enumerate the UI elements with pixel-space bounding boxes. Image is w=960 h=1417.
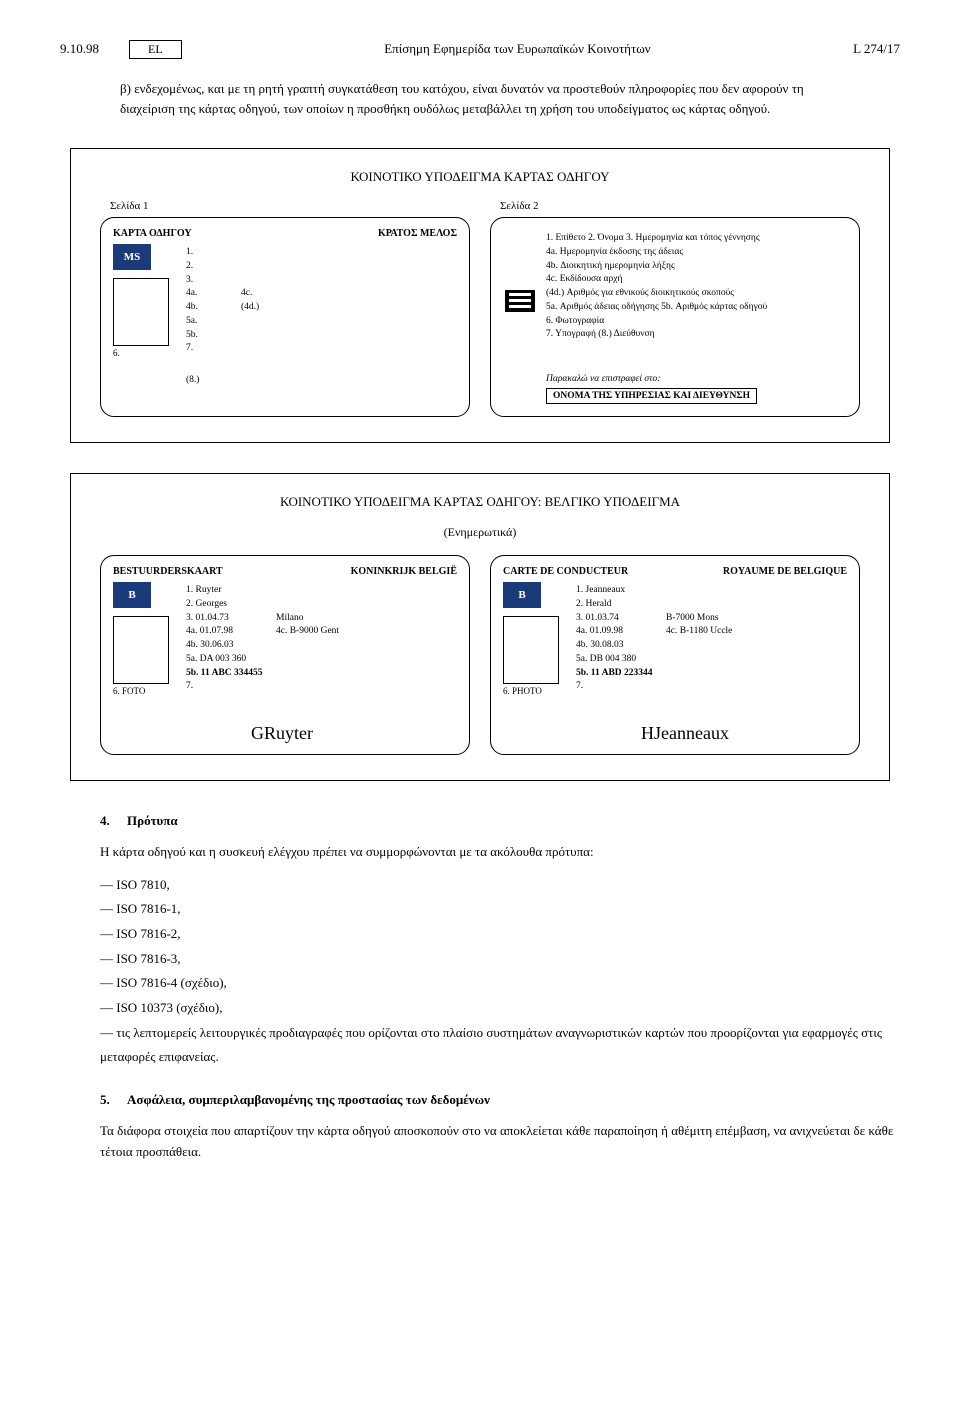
f-4b: 4b. — [186, 301, 241, 315]
a-f1: 1. Ruyter — [186, 584, 339, 598]
model1-front-card: ΚΑΡΤΑ ΟΔΗΓΟΥ ΚΡΑΤΟΣ ΜΕΛΟΣ MS 6. 1. 2. 3.… — [100, 217, 470, 417]
b-1: 1. Επίθετο 2. Όνομα 3. Ημερομηνία και τό… — [546, 232, 767, 246]
iso-specs: τις λεπτομερείς λειτουργικές προδιαγραφέ… — [100, 1021, 900, 1070]
belgium-card-nl: BESTUURDERSKAART KONINKRIJK BELGIË B 6. … — [100, 555, 470, 755]
belgium-card-fr: CARTE DE CONDUCTEUR ROYAUME DE BELGIQUE … — [490, 555, 860, 755]
b-f2: 2. Herald — [576, 598, 732, 612]
f-5a: 5a. — [186, 315, 241, 329]
model2-title: ΚΟΙΝΟΤΙΚΟ ΥΠΟΔΕΙΓΜΑ ΚΑΡΤΑΣ ΟΔΗΓΟΥ: ΒΕΛΓΙ… — [86, 494, 874, 510]
f-4a: 4a. — [186, 287, 241, 301]
model2-box: ΚΟΙΝΟΤΙΚΟ ΥΠΟΔΕΙΓΜΑ ΚΑΡΤΑΣ ΟΔΗΓΟΥ: ΒΕΛΓΙ… — [70, 473, 890, 781]
f-7b — [241, 342, 331, 356]
intro-paragraph: β) ενδεχομένως, και με τη ρητή γραπτή συ… — [120, 79, 860, 118]
b-6: 6. Φωτογραφία — [546, 315, 767, 329]
header-date: 9.10.98 — [60, 41, 99, 57]
b-7: 7. Υπογραφή (8.) Διεύθυνση — [546, 328, 767, 342]
iso-7816-3: ISO 7816-3, — [100, 947, 900, 972]
page-number: L 274/17 — [853, 41, 900, 57]
a-f5a: 5a. DA 003 360 — [186, 653, 339, 667]
f-5b: 5b. — [186, 329, 241, 343]
a-f4a: 4a. 01.07.98 — [186, 625, 276, 639]
a-f4bb: 4b. 30.06.03 — [186, 639, 339, 653]
iso-7816-1: ISO 7816-1, — [100, 897, 900, 922]
page1-label: Σελίδα 1 — [110, 200, 470, 212]
cardA-title-left: BESTUURDERSKAART — [113, 566, 223, 577]
iso-10373: ISO 10373 (σχέδιο), — [100, 996, 900, 1021]
a-f3b: Milano — [276, 612, 339, 626]
model1-box: ΚΟΙΝΟΤΙΚΟ ΥΠΟΔΕΙΓΜΑ ΚΑΡΤΑΣ ΟΔΗΓΟΥ Σελίδα… — [70, 148, 890, 443]
lang-box: EL — [129, 40, 182, 59]
f-5bb — [241, 329, 331, 343]
page2-label: Σελίδα 2 — [500, 200, 860, 212]
cardB-title-right: ROYAUME DE BELGIQUE — [723, 566, 847, 577]
sec5-title: Ασφάλεια, συμπεριλαμβανομένης της προστα… — [127, 1092, 490, 1107]
f-3b — [241, 274, 331, 288]
eu-flag-ms: MS — [113, 244, 151, 270]
page-header: 9.10.98 EL Επίσημη Εφημερίδα των Ευρωπαϊ… — [60, 40, 900, 59]
sec5-para: Τα διάφορα στοιχεία που απαρτίζουν την κ… — [100, 1121, 900, 1163]
f-4d: (4d.) — [241, 301, 331, 315]
b-f4a: 4a. 01.09.98 — [576, 625, 666, 639]
f-1b — [241, 246, 331, 260]
eu-flag-b2: B — [503, 582, 541, 608]
cardB-title-left: CARTE DE CONDUCTEUR — [503, 566, 628, 577]
sec4-list: ISO 7810, ISO 7816-1, ISO 7816-2, ISO 78… — [100, 873, 900, 1071]
b-f4bb: 4b. 30.08.03 — [576, 639, 732, 653]
sec4-heading: 4. Πρότυπα — [100, 811, 900, 832]
photo-box-a — [113, 616, 169, 684]
a-f2: 2. Georges — [186, 598, 339, 612]
iso-7816-4: ISO 7816-4 (σχέδιο), — [100, 971, 900, 996]
f-3: 3. — [186, 274, 241, 288]
b-f5a: 5a. DB 004 380 — [576, 653, 732, 667]
photo-label-a: 6. FOTO — [113, 686, 145, 696]
a-f3a: 3. 01.04.73 — [186, 612, 276, 626]
b-f7: 7. — [576, 680, 732, 694]
photo-placeholder — [113, 278, 169, 346]
b-5: 5a. Αριθμός άδειας οδήγησης 5b. Αριθμός … — [546, 301, 767, 315]
sec5-num: 5. — [100, 1092, 110, 1107]
f-2: 2. — [186, 260, 241, 274]
front-title-left: ΚΑΡΤΑ ΟΔΗΓΟΥ — [113, 228, 192, 239]
a-f4b: 4c. B-9000 Gent — [276, 625, 339, 639]
chip-icon — [505, 290, 535, 312]
f-4c: 4c. — [241, 287, 331, 301]
model1-back-card: 1. Επίθετο 2. Όνομα 3. Ημερομηνία και τό… — [490, 217, 860, 417]
iso-7810: ISO 7810, — [100, 873, 900, 898]
service-box: ΟΝΟΜΑ ΤΗΣ ΥΠΗΡΕΣΙΑΣ ΚΑΙ ΔΙΕΥΘΥΝΣΗ — [546, 388, 757, 404]
return-label: Παρακαλώ να επιστραφεί στο: — [546, 374, 757, 384]
journal-title: Επίσημη Εφημερίδα των Ευρωπαϊκών Κοινοτή… — [384, 41, 650, 57]
signature-a: GRuyter — [251, 723, 313, 744]
b-4c: 4c. Εκδίδουσα αρχή — [546, 273, 767, 287]
photo-label: 6. — [113, 348, 120, 358]
f-1: 1. — [186, 246, 241, 260]
sec4-num: 4. — [100, 813, 110, 828]
b-4b: 4b. Διοικητική ημερομηνία λήξης — [546, 260, 767, 274]
sec4-title: Πρότυπα — [127, 813, 178, 828]
cardA-title-right: KONINKRIJK BELGIË — [351, 566, 457, 577]
model2-subtitle: (Ενημερωτικά) — [86, 525, 874, 540]
f-2b — [241, 260, 331, 274]
signature-b: HJeanneaux — [641, 723, 729, 744]
front-title-right: ΚΡΑΤΟΣ ΜΕΛΟΣ — [378, 228, 457, 239]
b-4a: 4a. Ημερομηνία έκδοσης της άδειας — [546, 246, 767, 260]
b-f3b: B-7000 Mons — [666, 612, 732, 626]
eu-flag-b1: B — [113, 582, 151, 608]
photo-box-b — [503, 616, 559, 684]
model1-title: ΚΟΙΝΟΤΙΚΟ ΥΠΟΔΕΙΓΜΑ ΚΑΡΤΑΣ ΟΔΗΓΟΥ — [86, 169, 874, 185]
sec5-heading: 5. Ασφάλεια, συμπεριλαμβανομένης της προ… — [100, 1090, 900, 1111]
sec4-intro: Η κάρτα οδηγού και η συσκευή ελέγχου πρέ… — [100, 842, 900, 863]
f-5ab — [241, 315, 331, 329]
f-7: 7. — [186, 342, 241, 356]
b-f4b: 4c. B-1180 Uccle — [666, 625, 732, 639]
iso-7816-2: ISO 7816-2, — [100, 922, 900, 947]
photo-label-b: 6. PHOTO — [503, 686, 542, 696]
a-f7: 7. — [186, 680, 339, 694]
b-4d: (4d.) Αριθμός για εθνικούς διοικητικούς … — [546, 287, 767, 301]
b-f3a: 3. 01.03.74 — [576, 612, 666, 626]
b-f5b: 5b. 11 ABD 223344 — [576, 667, 732, 681]
a-f5b: 5b. 11 ABC 334455 — [186, 667, 339, 681]
b-f1: 1. Jeanneaux — [576, 584, 732, 598]
f-8: (8.) — [186, 374, 331, 388]
